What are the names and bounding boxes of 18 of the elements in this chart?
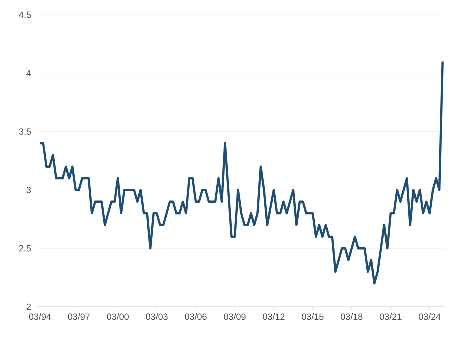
x-tick-label: 03/94 xyxy=(29,314,52,320)
x-tick-label: 03/12 xyxy=(263,314,285,320)
line-series xyxy=(39,60,444,285)
y-tick-label: 2.5 xyxy=(19,245,32,252)
y-tick-label: 2 xyxy=(26,304,32,310)
y-tick-label: 3 xyxy=(26,187,32,194)
x-tick-label: 03/24 xyxy=(418,314,441,320)
x-tick-label: 03/18 xyxy=(341,314,363,320)
y-tick-label: 4.5 xyxy=(19,12,32,18)
x-tick-label: 03/00 xyxy=(107,314,129,320)
x-tick-label: 03/21 xyxy=(380,314,402,320)
x-tick-label: 03/06 xyxy=(185,314,207,320)
x-tick-label: 03/15 xyxy=(302,314,324,320)
y-tick-label: 4 xyxy=(26,70,32,76)
y-tick-label: 3.5 xyxy=(19,128,32,135)
x-tick-label: 03/09 xyxy=(224,314,246,320)
x-tick-label: 03/97 xyxy=(68,314,90,320)
x-tick-label: 03/03 xyxy=(146,314,168,320)
